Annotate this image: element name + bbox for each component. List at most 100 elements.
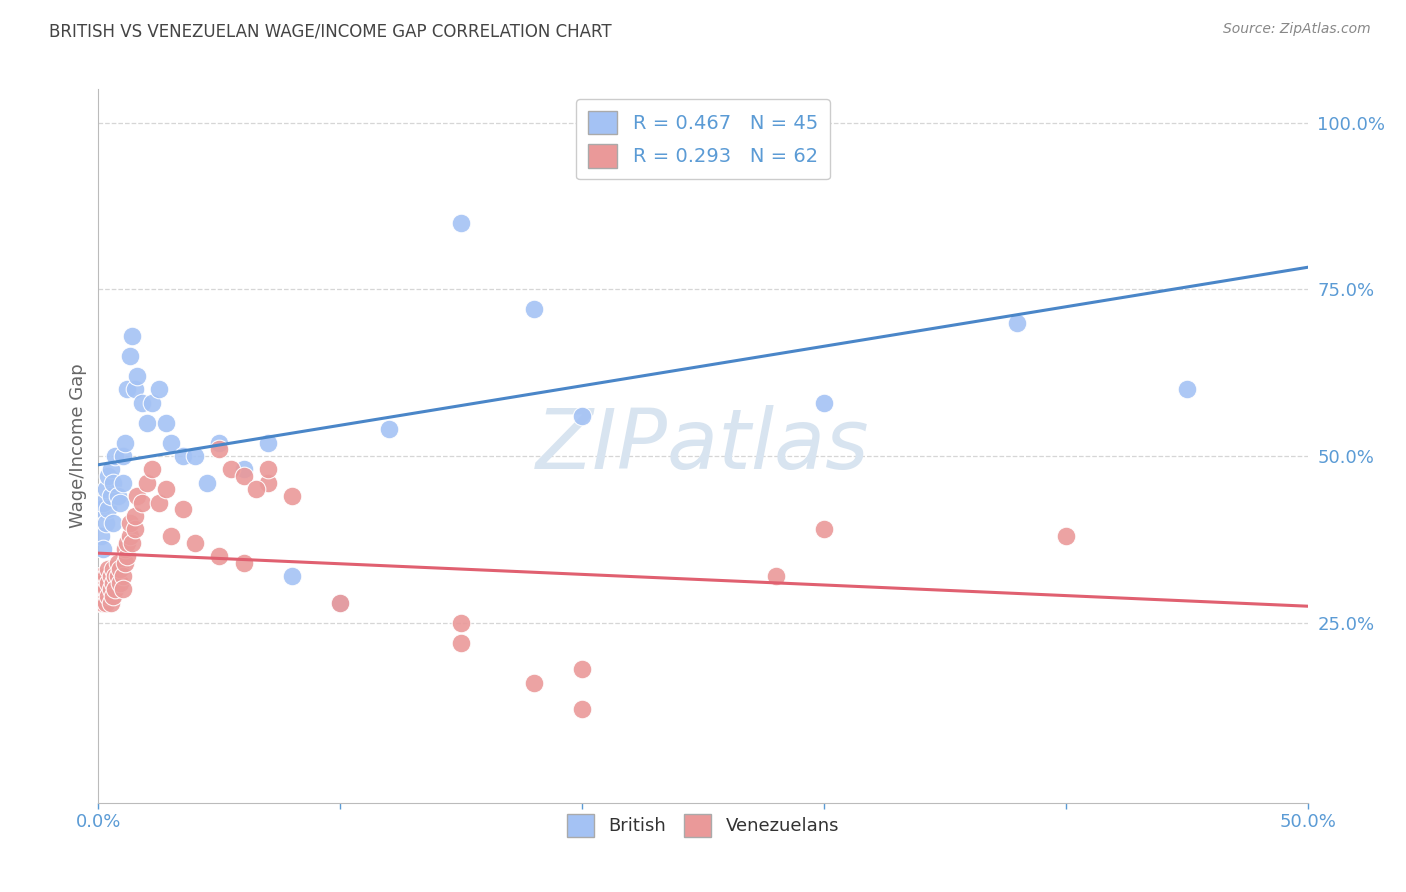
Text: BRITISH VS VENEZUELAN WAGE/INCOME GAP CORRELATION CHART: BRITISH VS VENEZUELAN WAGE/INCOME GAP CO… — [49, 22, 612, 40]
Point — [97, 562, 120, 576]
Point — [91, 596, 114, 610]
Point — [172, 502, 194, 516]
Point — [195, 475, 218, 490]
Point — [90, 596, 112, 610]
Point — [97, 575, 120, 590]
Point — [101, 589, 124, 603]
Point — [118, 349, 141, 363]
Point — [148, 496, 170, 510]
Point — [117, 382, 139, 396]
Legend: British, Venezuelans: British, Venezuelans — [560, 807, 846, 844]
Point — [256, 462, 278, 476]
Point — [111, 582, 134, 597]
Point — [107, 556, 129, 570]
Point — [256, 475, 278, 490]
Point — [100, 582, 122, 597]
Point — [232, 469, 254, 483]
Point — [692, 142, 714, 156]
Point — [91, 589, 114, 603]
Point — [208, 549, 231, 563]
Point — [91, 575, 114, 590]
Point — [281, 489, 304, 503]
Point — [813, 522, 835, 536]
Point — [135, 416, 157, 430]
Point — [94, 596, 117, 610]
Point — [111, 569, 134, 583]
Point — [100, 596, 122, 610]
Point — [124, 509, 146, 524]
Point — [571, 702, 593, 716]
Point — [121, 329, 143, 343]
Point — [100, 569, 122, 583]
Point — [94, 569, 117, 583]
Point — [118, 529, 141, 543]
Point — [117, 535, 139, 549]
Point — [101, 516, 124, 530]
Point — [160, 435, 183, 450]
Point — [450, 216, 472, 230]
Point — [111, 449, 134, 463]
Point — [571, 662, 593, 676]
Text: Source: ZipAtlas.com: Source: ZipAtlas.com — [1223, 22, 1371, 37]
Point — [184, 449, 207, 463]
Point — [117, 549, 139, 563]
Point — [108, 496, 131, 510]
Point — [94, 483, 117, 497]
Point — [101, 562, 124, 576]
Point — [124, 382, 146, 396]
Point — [765, 569, 787, 583]
Point — [148, 382, 170, 396]
Point — [232, 462, 254, 476]
Point — [329, 596, 352, 610]
Point — [1054, 529, 1077, 543]
Point — [100, 489, 122, 503]
Point — [127, 368, 149, 383]
Point — [107, 569, 129, 583]
Point — [141, 395, 163, 409]
Point — [97, 502, 120, 516]
Point — [104, 569, 127, 583]
Point — [450, 636, 472, 650]
Point — [155, 483, 177, 497]
Point — [90, 569, 112, 583]
Point — [108, 562, 131, 576]
Point — [184, 535, 207, 549]
Point — [329, 596, 352, 610]
Point — [91, 542, 114, 557]
Point — [104, 449, 127, 463]
Point — [124, 522, 146, 536]
Point — [208, 442, 231, 457]
Point — [221, 462, 243, 476]
Point — [813, 395, 835, 409]
Point — [256, 435, 278, 450]
Point — [114, 556, 136, 570]
Point — [97, 589, 120, 603]
Point — [114, 435, 136, 450]
Point — [94, 516, 117, 530]
Point — [101, 575, 124, 590]
Point — [127, 489, 149, 503]
Point — [1007, 316, 1029, 330]
Point — [131, 395, 153, 409]
Point — [101, 475, 124, 490]
Point — [245, 483, 267, 497]
Point — [571, 409, 593, 423]
Point — [94, 582, 117, 597]
Point — [141, 462, 163, 476]
Point — [97, 469, 120, 483]
Point — [281, 569, 304, 583]
Point — [100, 462, 122, 476]
Point — [450, 615, 472, 630]
Y-axis label: Wage/Income Gap: Wage/Income Gap — [69, 364, 87, 528]
Point — [155, 416, 177, 430]
Point — [523, 302, 546, 317]
Point — [232, 556, 254, 570]
Point — [1175, 382, 1198, 396]
Point — [208, 435, 231, 450]
Point — [104, 582, 127, 597]
Point — [114, 542, 136, 557]
Point — [90, 582, 112, 597]
Point — [160, 529, 183, 543]
Point — [121, 535, 143, 549]
Point — [90, 529, 112, 543]
